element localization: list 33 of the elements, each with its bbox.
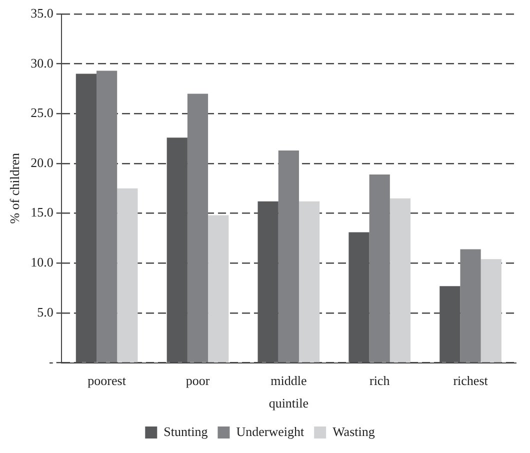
legend-label: Underweight (236, 424, 304, 439)
y-tick-label: 20.0 (30, 154, 54, 170)
legend-label: Stunting (164, 424, 208, 439)
bar (440, 286, 460, 362)
bar (76, 74, 97, 362)
bar (166, 138, 188, 362)
x-axis-title: quintile (268, 396, 309, 411)
x-tick-label: middle (270, 373, 307, 388)
bar (117, 188, 138, 362)
bar (258, 201, 278, 362)
bar (390, 198, 411, 362)
y-tick-label: 10.0 (30, 254, 54, 270)
y-tick-label: 30.0 (30, 55, 54, 70)
x-tick-label: rich (369, 373, 390, 388)
y-axis-title: % of children (7, 152, 22, 224)
bar (208, 215, 229, 362)
bar (460, 249, 481, 362)
legend-label: Wasting (332, 424, 376, 439)
bar (298, 201, 320, 362)
x-tick-label: poorest (88, 373, 126, 388)
bar (96, 70, 118, 362)
y-tick-label: 5.0 (37, 304, 54, 320)
y-tick-label: - (49, 354, 54, 370)
y-tick-label: 25.0 (30, 105, 54, 120)
bar (348, 232, 370, 362)
bar (187, 94, 208, 362)
y-tick-label: 15.0 (30, 204, 54, 220)
bar (369, 174, 390, 362)
x-tick-label: poor (186, 373, 210, 388)
y-tick-label: 35.0 (30, 5, 54, 20)
bar (278, 150, 299, 362)
bar (480, 259, 502, 362)
x-tick-label: richest (453, 373, 488, 388)
